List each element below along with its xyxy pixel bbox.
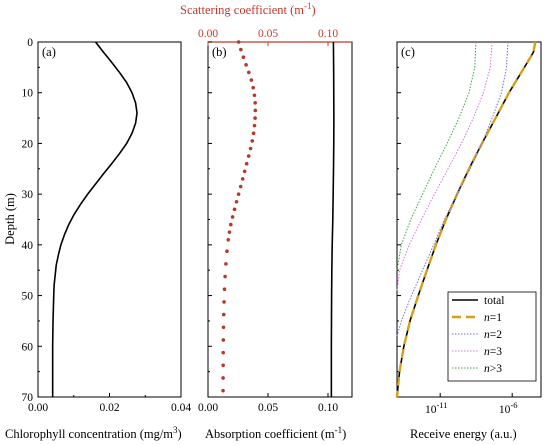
panel-label-b: (b) <box>212 45 227 59</box>
x-tick-label-b: 0.05 <box>258 402 278 414</box>
scattering-point <box>221 376 225 380</box>
x-tick-label-b: 0.10 <box>318 402 338 414</box>
scattering-point <box>222 287 227 292</box>
scattering-point <box>238 184 243 189</box>
scattering-point <box>225 249 229 253</box>
x-axis-label-b: Absorption coefficient (m-1) <box>205 425 346 441</box>
scattering-point <box>236 40 241 44</box>
y-axis-label: Depth (m) <box>3 193 17 245</box>
energy-line-1 <box>395 41 537 398</box>
scattering-point <box>234 199 239 204</box>
scattering-point <box>222 300 226 304</box>
y-tick-label: 0 <box>27 37 33 49</box>
legend-box <box>447 291 537 382</box>
scattering-point <box>240 177 245 181</box>
scattering-point <box>252 123 257 128</box>
top-x-tick-label-b: 0.10 <box>318 28 338 40</box>
x-tick-label-c: 10-11 <box>425 400 448 416</box>
panel-b-frame <box>207 41 353 398</box>
scattering-point <box>242 169 247 174</box>
legend-entry: n=1 <box>484 312 502 324</box>
x-tick-label-b: 0.00 <box>198 402 218 414</box>
scattering-point <box>248 146 253 151</box>
scattering-point <box>251 131 256 136</box>
scattering-point <box>221 363 225 368</box>
scattering-point <box>241 55 246 60</box>
top-x-tick-label-b: 0.00 <box>198 28 218 40</box>
scattering-point <box>247 70 251 75</box>
x-tick-label-c: 10-6 <box>499 400 518 416</box>
scattering-point <box>251 85 255 90</box>
panel-label-a: (a) <box>42 45 56 59</box>
legend-entry: n=3 <box>484 346 502 358</box>
energy-line-2 <box>396 41 509 337</box>
scattering-point <box>253 116 257 120</box>
panel-label-c: (c) <box>401 45 415 59</box>
top-x-tick-label-b: 0.05 <box>258 28 278 40</box>
y-tick-label: 50 <box>22 291 34 303</box>
chlorophyll-line <box>51 41 138 397</box>
legend-entry: n=2 <box>484 329 502 341</box>
scattering-point <box>252 93 257 98</box>
scattering-point <box>244 161 249 166</box>
scattering-point <box>244 63 248 67</box>
x-axis-label-c: Receive energy (a.u.) <box>410 427 517 441</box>
scattering-point <box>246 154 251 158</box>
legend-entry: n>3 <box>484 363 502 375</box>
scattering-point <box>253 101 257 105</box>
scattering-point <box>226 237 231 242</box>
legend-entry: total <box>484 295 504 307</box>
scattering-point <box>221 312 226 317</box>
y-tick-label: 20 <box>22 138 34 150</box>
scattering-point <box>221 350 226 355</box>
scattering-point <box>250 139 255 143</box>
scattering-point <box>224 262 228 266</box>
scattering-point <box>227 230 232 234</box>
energy-line-4 <box>396 41 477 271</box>
scattering-point <box>239 47 243 52</box>
scattering-point <box>221 325 226 330</box>
x-tick-label-a: 0.04 <box>171 402 191 414</box>
y-tick-label: 40 <box>22 240 34 252</box>
y-tick-label: 70 <box>22 392 34 404</box>
absorption-line <box>330 41 335 397</box>
top-x-axis-label-b: Scattering coefficient (m-1) <box>180 1 316 17</box>
scattering-point <box>230 215 235 219</box>
scattering-point <box>253 108 258 113</box>
y-tick-label: 10 <box>22 88 34 100</box>
x-tick-label-a: 0.00 <box>28 402 48 414</box>
scattering-point <box>229 222 233 227</box>
x-tick-label-a: 0.02 <box>99 402 119 414</box>
scattering-point <box>249 78 254 82</box>
x-axis-label-a: Chlorophyll concentration (mg/m3) <box>5 425 182 441</box>
energy-line-3 <box>396 41 493 291</box>
panel-a-frame <box>37 41 182 398</box>
scattering-point <box>236 192 241 196</box>
y-tick-label: 60 <box>22 341 34 353</box>
scattering-point <box>232 207 237 212</box>
y-tick-label: 30 <box>22 189 34 201</box>
scattering-point <box>221 338 226 342</box>
scattering-point <box>223 274 227 279</box>
scattering-point <box>221 388 225 393</box>
